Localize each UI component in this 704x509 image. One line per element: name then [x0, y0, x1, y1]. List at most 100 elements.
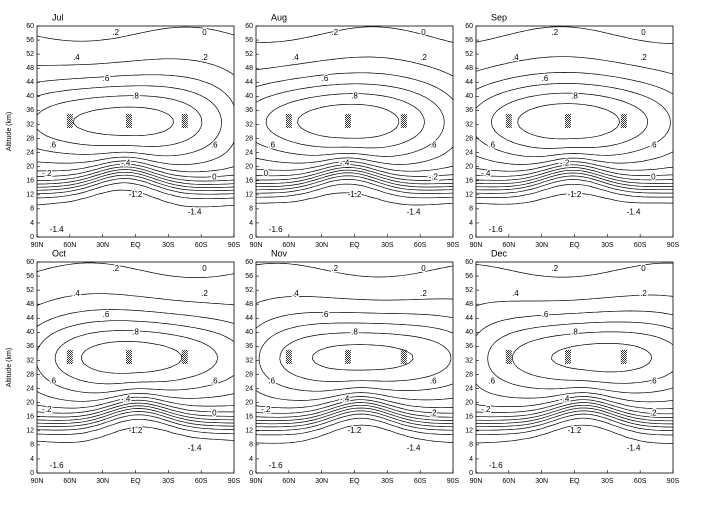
site-marker — [285, 349, 292, 364]
contour-label: -1.6 — [489, 461, 503, 470]
contour-line — [255, 262, 454, 414]
x-tick-label: 60S — [634, 478, 647, 485]
x-tick-label: 30S — [601, 478, 614, 485]
x-tick-label: 90N — [31, 242, 44, 249]
contour-label: 0 — [212, 172, 217, 181]
y-tick-label: 48 — [465, 301, 473, 308]
y-tick-label: 16 — [245, 178, 253, 185]
contour-line — [476, 404, 673, 422]
contour-label: .6 — [650, 377, 657, 386]
site-marker — [620, 349, 627, 364]
contour-label: -.4 — [340, 394, 350, 403]
contour-line — [36, 189, 235, 208]
contour-label: -1.2 — [568, 190, 582, 199]
contour-line — [517, 103, 620, 140]
contour-label: -.4 — [481, 169, 491, 178]
y-tick-label: 20 — [465, 400, 473, 407]
contour-line — [256, 175, 454, 191]
y-tick-label: 28 — [245, 135, 253, 142]
y-tick-label: 48 — [465, 65, 473, 72]
contour-line — [36, 85, 222, 157]
y-tick-label: 48 — [245, 301, 253, 308]
site-marker — [344, 113, 351, 128]
plot-frame — [36, 25, 235, 238]
contour-label: .2 — [420, 53, 427, 62]
contour-line — [475, 183, 673, 198]
x-tick-label: 90N — [31, 478, 44, 485]
contour-line — [37, 178, 235, 195]
x-tick-label: 60S — [414, 242, 427, 249]
site-marker — [125, 349, 132, 364]
y-tick-label: 4 — [30, 456, 34, 463]
y-tick-label: 24 — [465, 385, 473, 392]
x-tick-label: 60N — [282, 478, 295, 485]
contour-line — [36, 309, 235, 402]
y-tick-label: 28 — [26, 135, 34, 142]
contour-line — [476, 413, 673, 431]
y-tick-label: 28 — [245, 371, 253, 378]
contour-line — [256, 169, 454, 185]
x-tick-label: 30N — [315, 478, 328, 485]
contour-label: -.4 — [121, 394, 131, 403]
contour-line — [54, 330, 218, 385]
y-tick-label: 36 — [26, 343, 34, 350]
site-marker — [125, 113, 132, 128]
contour-label: .6 — [49, 141, 56, 150]
y-tick-label: 12 — [26, 192, 34, 199]
y-tick-label: 24 — [26, 149, 34, 156]
contour-label: .6 — [103, 74, 110, 83]
contour-line — [72, 106, 174, 137]
y-tick-label: 24 — [465, 149, 473, 156]
contour-label: .6 — [268, 141, 275, 150]
contour-line — [36, 262, 235, 414]
y-tick-label: 0 — [30, 470, 34, 477]
contour-line — [255, 26, 454, 177]
y-tick-label: 60 — [245, 259, 253, 266]
y-tick-label: 52 — [26, 287, 34, 294]
contour-label: .6 — [211, 377, 218, 386]
y-tick-label: 32 — [465, 121, 473, 128]
y-tick-label: 28 — [465, 135, 473, 142]
contour-line — [476, 417, 673, 436]
contour-label: -.2 — [560, 158, 570, 167]
contour-line — [475, 294, 674, 410]
contour-label: -.4 — [560, 394, 570, 403]
contour-label: .8 — [132, 91, 139, 100]
contour-label: .4 — [73, 289, 80, 298]
y-tick-label: 36 — [465, 107, 473, 114]
y-tick-label: 20 — [26, 400, 34, 407]
site-marker — [620, 113, 627, 128]
site-marker — [285, 113, 292, 128]
contour-label: 0 — [421, 28, 426, 37]
contour-line — [255, 311, 454, 401]
y-tick-label: 4 — [469, 456, 473, 463]
contour-label: -1.4 — [627, 443, 641, 452]
contour-label: .2 — [551, 28, 558, 37]
contour-line — [255, 424, 454, 444]
contour-line — [255, 417, 454, 436]
y-tick-label: 16 — [26, 178, 34, 185]
plot-frame — [255, 25, 454, 238]
contour-line — [265, 93, 425, 149]
contour-line — [256, 192, 454, 206]
contour-label: -1.4 — [188, 207, 202, 216]
y-tick-label: 52 — [26, 51, 34, 58]
contour-line — [256, 413, 454, 431]
contour-label: .2 — [640, 289, 647, 298]
contour-line — [255, 404, 453, 421]
y-tick-label: 16 — [465, 178, 473, 185]
y-tick-label: 44 — [26, 79, 34, 86]
contour-line — [36, 408, 234, 424]
y-tick-label: 32 — [465, 357, 473, 364]
y-tick-label: 4 — [249, 456, 253, 463]
y-tick-label: 8 — [30, 206, 34, 213]
contour-label: -1.6 — [50, 461, 64, 470]
contour-label: -.2 — [481, 405, 491, 414]
y-tick-label: 40 — [26, 93, 34, 100]
panel-title: Oct — [52, 248, 67, 258]
contour-label: .4 — [512, 289, 519, 298]
contour-label: .6 — [542, 74, 549, 83]
contour-line — [311, 344, 414, 371]
contour-label: .2 — [430, 408, 437, 417]
